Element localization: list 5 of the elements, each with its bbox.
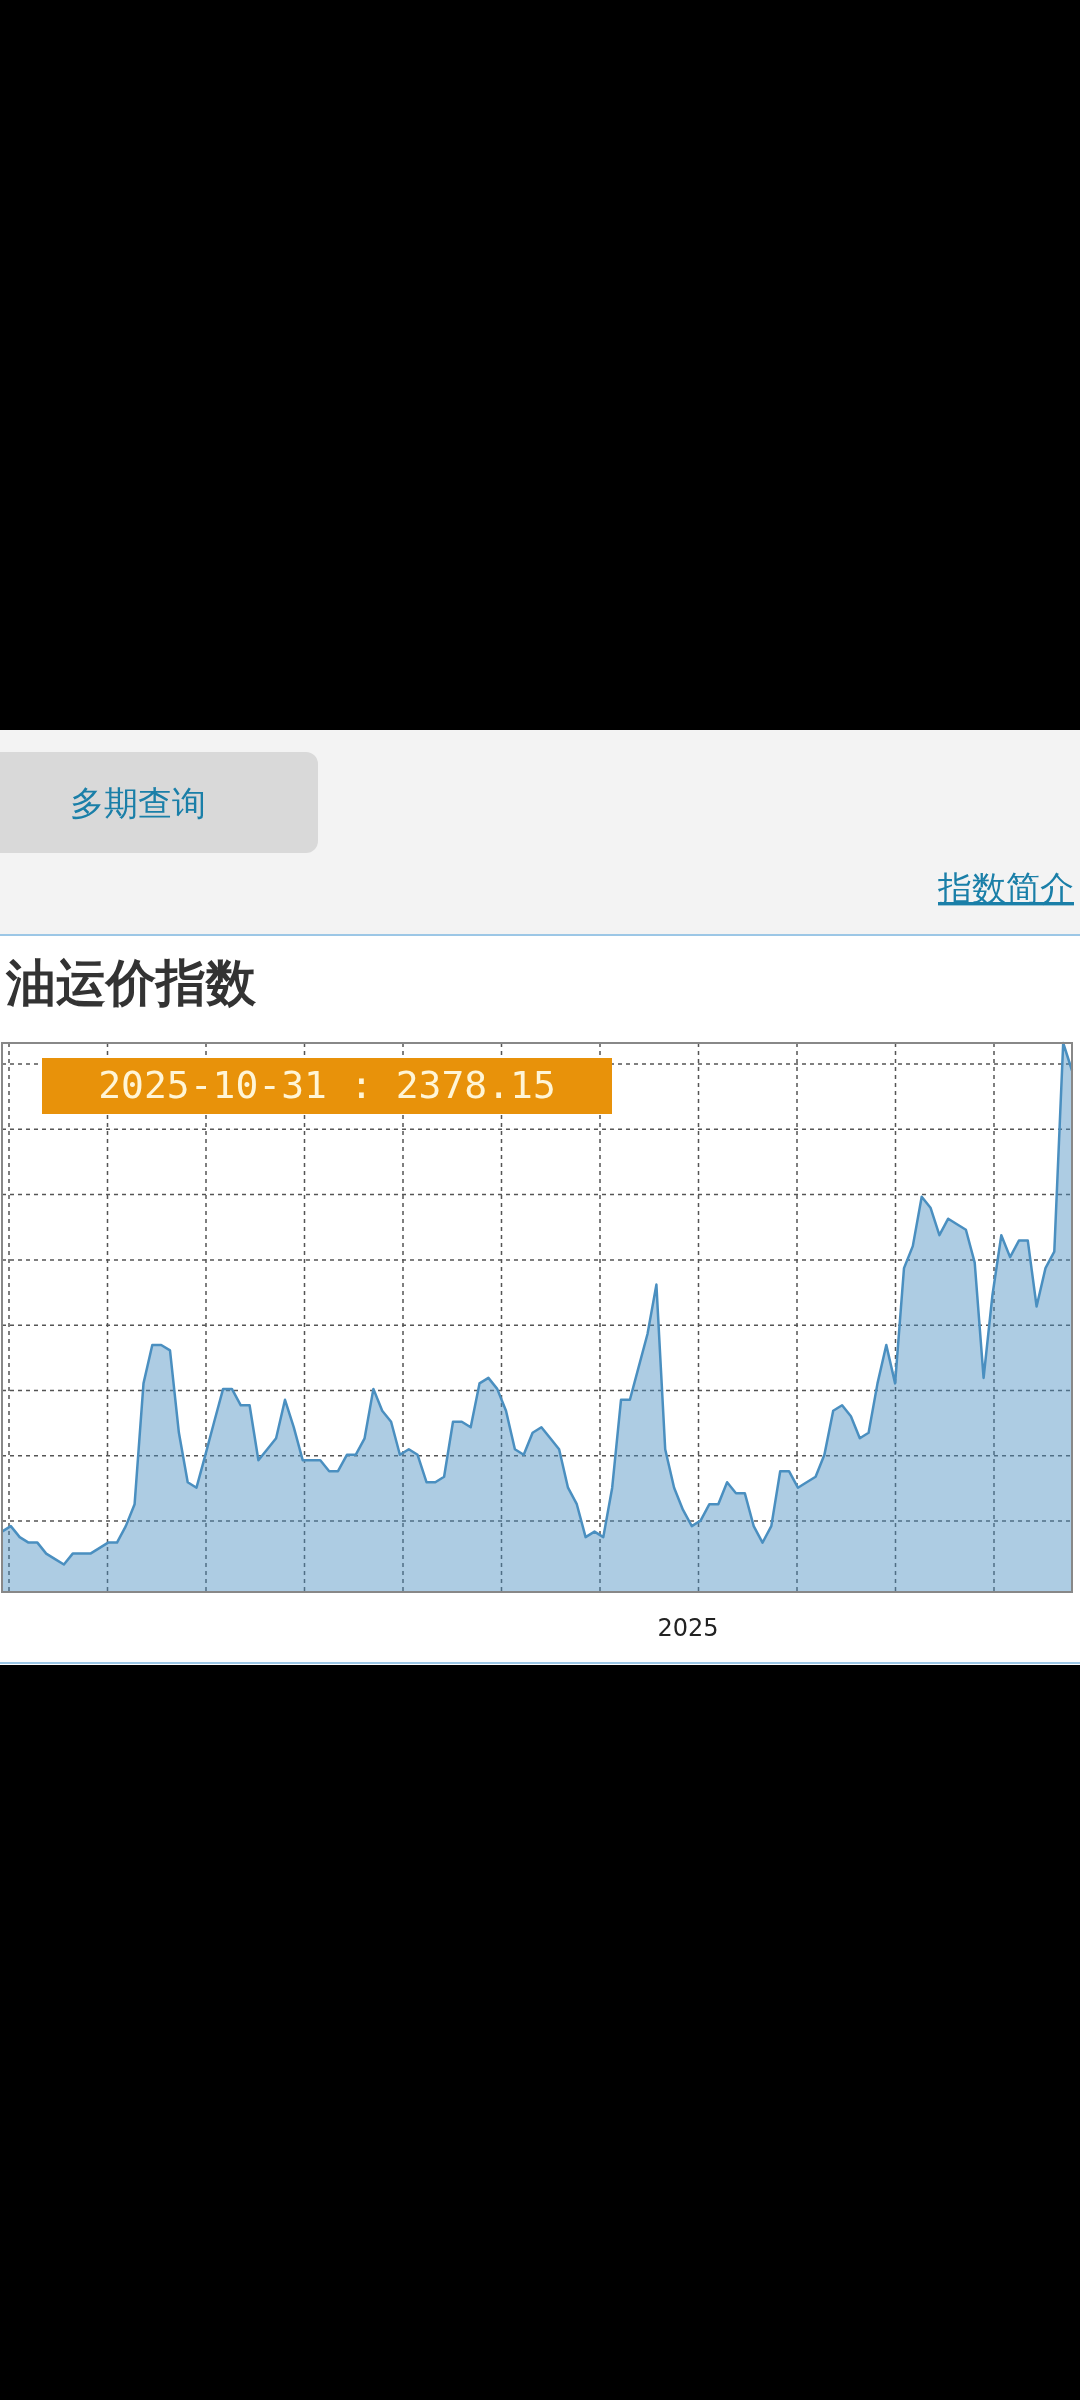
chart-title: 油运价指数 [5, 953, 257, 1012]
text: 指数简介 [937, 868, 1074, 908]
text: 2025 [657, 1614, 719, 1642]
text: 多期查询 [70, 783, 206, 823]
annotation: 2025-10-31 : 2378.15 [98, 1063, 556, 1107]
